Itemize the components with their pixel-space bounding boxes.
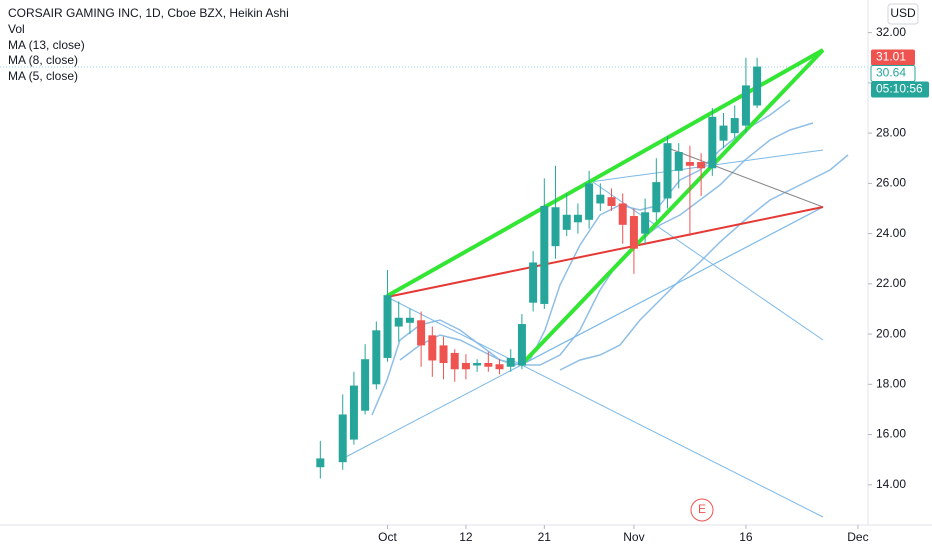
y-tick-label: 28.00	[876, 125, 906, 139]
trend-line	[520, 206, 824, 366]
price-badge	[871, 49, 915, 66]
wedge-lower	[519, 48, 825, 367]
countdown-badge	[871, 81, 929, 98]
trend-line	[589, 149, 824, 183]
wedge-upper	[386, 48, 824, 298]
candle-body	[394, 317, 403, 327]
candle-body	[652, 182, 661, 213]
currency-label[interactable]: USD	[890, 6, 916, 20]
chart-title: CORSAIR GAMING INC, 1D, Cboe BZX, Heikin…	[8, 6, 289, 20]
candle-body	[551, 207, 560, 247]
candle-body	[428, 335, 437, 361]
earnings-marker[interactable]	[690, 498, 714, 522]
candle-body	[708, 116, 717, 169]
candle-body	[730, 118, 739, 134]
y-tick-label: 26.00	[876, 176, 906, 190]
legend-item: Vol	[8, 22, 25, 36]
y-tick-label: 16.00	[876, 427, 906, 441]
red-trend-line	[386, 206, 824, 298]
x-tick-label: 21	[538, 530, 552, 544]
candle-body	[607, 197, 616, 206]
candle-body	[484, 362, 493, 367]
candle-body	[685, 162, 694, 166]
price-label: 31.01	[876, 50, 906, 64]
ma-8	[399, 122, 814, 366]
currency-button[interactable]	[887, 3, 919, 25]
earnings-label[interactable]: E	[698, 502, 706, 516]
y-tick-label: 18.00	[876, 377, 906, 391]
candle-body	[562, 214, 571, 230]
x-tick-label: 16	[739, 530, 753, 544]
x-tick-label: 12	[459, 530, 473, 544]
legend-item: MA (5, close)	[8, 69, 78, 83]
candle-body	[461, 362, 470, 370]
candle-body	[372, 330, 381, 385]
trend-line	[386, 296, 824, 518]
candle-body	[361, 359, 370, 411]
ma-5	[371, 99, 791, 416]
candle-body	[674, 151, 683, 171]
candle-body	[529, 262, 538, 303]
candle-body	[641, 212, 650, 234]
price-label: 30.64	[876, 66, 906, 80]
candle-body	[473, 362, 482, 366]
candle-body	[349, 385, 358, 440]
y-tick-label: 24.00	[876, 226, 906, 240]
candle-body	[573, 214, 582, 223]
y-tick-label: 14.00	[876, 477, 906, 491]
candle-body	[697, 162, 706, 169]
x-tick-label: Nov	[623, 530, 644, 544]
candle-body	[719, 125, 728, 141]
y-tick-label: 20.00	[876, 326, 906, 340]
x-tick-label: Dec	[847, 530, 868, 544]
candle-body	[585, 183, 594, 220]
candle-body	[618, 203, 627, 225]
candle-body	[741, 85, 750, 126]
legend-item: MA (13, close)	[8, 38, 85, 52]
candle-body	[753, 66, 762, 106]
candle-body	[417, 320, 426, 346]
x-tick-label: Oct	[378, 530, 397, 544]
candle-body	[405, 317, 414, 323]
candle-body	[383, 295, 392, 358]
trend-line	[589, 179, 824, 341]
candle-body	[596, 194, 605, 204]
candle-body	[338, 414, 347, 463]
candle-body	[506, 357, 515, 367]
candle-body	[439, 345, 448, 363]
y-tick-label: 32.00	[876, 25, 906, 39]
y-tick-label: 22.00	[876, 276, 906, 290]
candle-body	[495, 364, 504, 370]
candle-body	[316, 458, 325, 468]
legend-item: MA (8, close)	[8, 53, 78, 67]
candle-body	[517, 324, 526, 366]
candle-body	[450, 352, 459, 370]
trend-line	[667, 147, 824, 208]
candle-body	[629, 216, 638, 249]
countdown-label: 05:10:56	[876, 82, 923, 96]
candle-body	[663, 143, 672, 199]
ma-13	[559, 154, 849, 371]
candle-body	[540, 205, 549, 304]
